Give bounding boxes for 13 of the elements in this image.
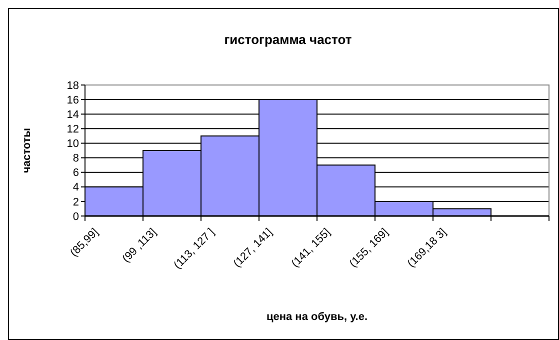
y-axis-title: частоты [21, 128, 33, 174]
y-tick-label: 12 [66, 124, 79, 136]
x-axis-title: цена на обувь, у.е. [266, 311, 368, 323]
y-tick-label: 14 [66, 108, 79, 121]
y-tick-label: 4 [72, 182, 79, 194]
y-tick-label: 0 [72, 210, 79, 223]
y-tick-label: 18 [66, 80, 79, 92]
y-tick-label: 16 [66, 94, 79, 106]
y-tick-label: 8 [72, 152, 79, 165]
y-tick-label: 10 [66, 138, 79, 150]
y-tick-label: 6 [72, 167, 79, 180]
y-tick-label: 2 [72, 196, 79, 208]
chart-title: гистограмма частот [224, 32, 352, 47]
